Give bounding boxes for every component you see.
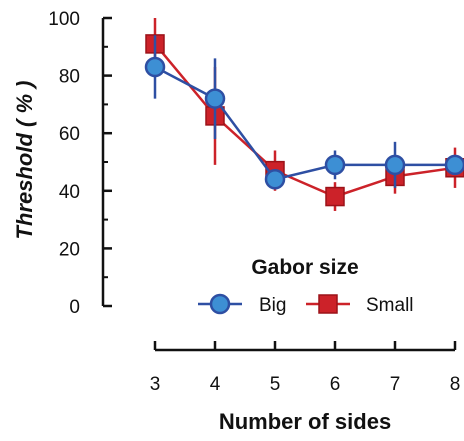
legend-item-small: Small bbox=[306, 294, 414, 316]
legend-label-small: Small bbox=[366, 295, 414, 316]
x-tick-label: 5 bbox=[270, 374, 281, 395]
x-axis-title: Number of sides bbox=[219, 409, 391, 434]
y-tick-label: 20 bbox=[59, 239, 80, 260]
y-tick-label: 100 bbox=[48, 9, 80, 30]
series-line-small bbox=[154, 43, 456, 198]
data-point-big bbox=[444, 154, 464, 176]
series-line-big bbox=[154, 65, 455, 181]
x-tick-label: 8 bbox=[450, 374, 461, 395]
data-point-big bbox=[324, 154, 346, 176]
legend-label-big: Big bbox=[259, 295, 286, 316]
legend: Big Small bbox=[198, 293, 414, 316]
y-tick-label: 80 bbox=[59, 67, 80, 88]
x-tick-label: 4 bbox=[210, 374, 221, 395]
data-point-big bbox=[144, 56, 166, 78]
series-small bbox=[145, 18, 464, 211]
legend-marker-small bbox=[318, 294, 338, 314]
data-point-big bbox=[384, 154, 406, 176]
y-axis-title: Threshold ( % ) bbox=[12, 81, 37, 240]
x-tick-label: 6 bbox=[330, 374, 341, 395]
x-tick-label: 3 bbox=[150, 374, 161, 395]
data-point-small bbox=[325, 186, 345, 207]
legend-title: Gabor size bbox=[251, 256, 358, 279]
data-point-big bbox=[264, 169, 286, 190]
legend-marker-big bbox=[209, 293, 231, 315]
x-axis: 3 4 5 6 7 8 bbox=[150, 341, 461, 395]
y-tick-label: 60 bbox=[59, 124, 80, 145]
legend-item-big: Big bbox=[198, 293, 286, 316]
series-big bbox=[144, 35, 464, 190]
data-point-big bbox=[204, 88, 226, 109]
x-tick-label: 7 bbox=[390, 374, 401, 395]
y-axis: 0 20 40 60 80 100 bbox=[48, 9, 112, 318]
series-layer bbox=[144, 18, 464, 211]
y-tick-label: 40 bbox=[59, 182, 80, 203]
y-tick-label: 0 bbox=[69, 297, 80, 318]
